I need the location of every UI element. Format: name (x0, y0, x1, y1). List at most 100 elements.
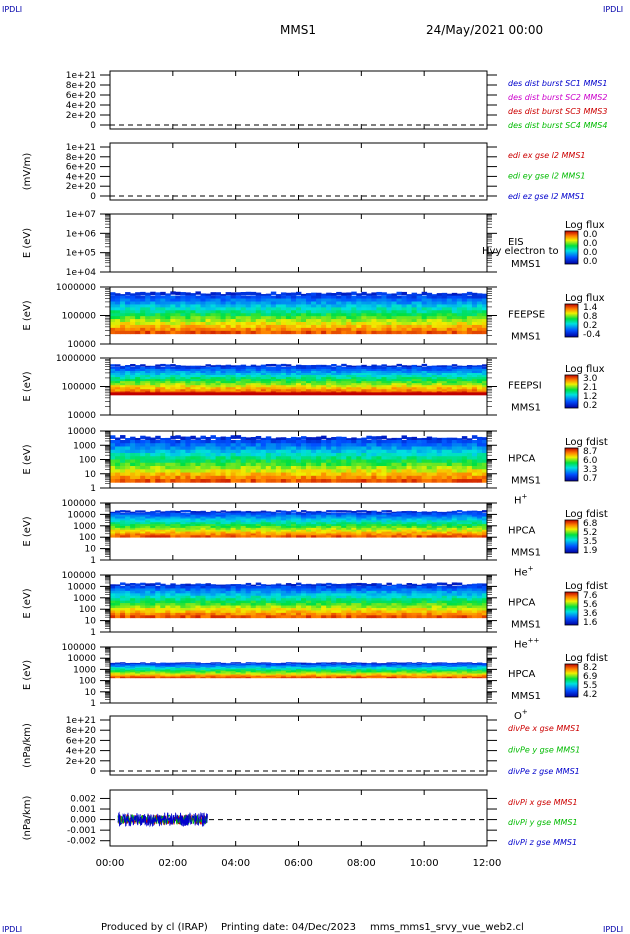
spectrogram-cell-hpca_h (150, 469, 156, 473)
spectrogram-cell-hpca_h (255, 469, 262, 473)
spectrogram-cell-hpca_he (145, 527, 151, 531)
spectrogram-cell-hpca_h (195, 479, 201, 483)
spectrogram-cell-feepse (265, 319, 272, 323)
spectrogram-cell-hpca_he (290, 522, 297, 525)
spectrogram-cell-feepse (301, 324, 307, 329)
spectrogram-cell-feepsi (391, 377, 397, 380)
spectrogram-cell-hpca_he (110, 533, 116, 536)
spectrogram-cell-hpca_he (421, 520, 428, 523)
spectrogram-cell-hpca_he (376, 516, 382, 519)
spectrogram-cell-hpca_he (476, 535, 483, 538)
spectrogram-cell-feepse (275, 295, 282, 299)
spectrogram-cell-hpca_h (160, 475, 166, 480)
spectrogram-cell-hpca_he (361, 535, 367, 538)
spectrogram-cell-hpca_he (260, 525, 267, 529)
spectrogram-cell-hpca_he (341, 514, 347, 517)
spectrogram-cell-hpca_h (135, 472, 141, 477)
spectrogram-cell-feepsi (245, 383, 252, 386)
spectrogram-cell-feepse (346, 298, 352, 302)
spectrogram-cell-hpca_h (280, 462, 287, 467)
spectrogram-cell-feepse (401, 298, 407, 302)
spectrogram-cell-feepse (401, 322, 407, 326)
spectrogram-cell-hpca_h (451, 472, 458, 477)
spectrogram-cell-hpca_h (155, 469, 161, 473)
spectrogram-cell-hpca_he (361, 533, 367, 536)
spectrogram-cell-feepse (471, 295, 478, 299)
spectrogram-cell-hpca_he (155, 522, 161, 525)
spectrogram-cell-hpca_h (461, 466, 468, 470)
spectrogram-cell-hpca_h (115, 462, 121, 467)
spectrogram-cell-feepsi (406, 377, 412, 380)
spectrogram-cell-hpca_he (150, 527, 156, 531)
spectrogram-cell-feepsi (290, 389, 297, 392)
spectrogram-cell-hpca_he (451, 533, 458, 536)
spectrogram-cell-feepse (456, 322, 463, 326)
spectrogram-cell-hpca_h (426, 446, 433, 451)
spectrogram-cell-feepse (421, 316, 428, 320)
spectrogram-cell-feepsi (180, 368, 186, 372)
spectrogram-cell-hpca_he (235, 533, 242, 536)
spectrogram-cell-feepse (170, 330, 176, 335)
spectrogram-cell-hpca_h (456, 439, 463, 444)
spectrogram-cell-feepse (165, 324, 171, 329)
spectrogram-cell-hpca_h (255, 459, 262, 464)
spectrogram-cell-feepsi (160, 381, 166, 384)
spectrogram-cell-hpca_he (155, 520, 161, 523)
spectrogram-cell-hpca_h (331, 469, 337, 473)
spectrogram-cell-feepsi (250, 368, 257, 372)
spectrogram-cell-feepse (376, 327, 382, 332)
spectrogram-cell-feepse (311, 322, 317, 326)
spectrogram-cell-feepsi (346, 372, 352, 376)
spectrogram-cell-feepsi (406, 365, 412, 368)
spectrogram-cell-feepse (471, 298, 478, 302)
spectrogram-cell-feepsi (426, 377, 433, 380)
spectrogram-cell-hpca_he (381, 512, 387, 516)
spectrogram-cell-feepse (476, 307, 483, 311)
spectrogram-cell-feepsi (311, 381, 317, 384)
spectrogram-cell-hpca_h (451, 456, 458, 460)
spectrogram-cell-feepsi (180, 385, 186, 388)
spectrogram-cell-feepsi (150, 383, 156, 386)
spectrogram-cell-hpca_he (321, 514, 327, 517)
spectrogram-cell-hpca_he (280, 525, 287, 529)
spectrogram-cell-hpca_h (175, 456, 181, 460)
spectrogram-cell-feepse (306, 324, 312, 329)
spectrogram-cell-hpca_h (456, 456, 463, 460)
spectrogram-cell-hpca_hepp (125, 605, 131, 609)
spectrogram-cell-feepse (346, 319, 352, 323)
spectrogram-cell-hpca_h (160, 456, 166, 460)
spectrogram-cell-feepse (225, 324, 232, 329)
spectrogram-cell-feepse (130, 316, 136, 320)
spectrogram-cell-feepse (366, 324, 372, 329)
spectrogram-cell-feepsi (220, 389, 227, 392)
spectrogram-cell-feepse (265, 307, 272, 311)
spectrogram-cell-hpca_h (225, 479, 232, 483)
spectrogram-cell-hpca_h (426, 466, 433, 470)
spectrogram-cell-feepsi (431, 377, 438, 380)
spectrogram-cell-feepsi (376, 368, 382, 372)
spectrogram-cell-feepse (476, 301, 483, 305)
spectrogram-cell-hpca_h (135, 462, 141, 467)
spectrogram-cell-feepse (135, 310, 141, 314)
spectrogram-cell-hpca_h (461, 456, 468, 460)
spectrogram-cell-feepse (471, 292, 478, 297)
spectrogram-cell-hpca_h (255, 462, 262, 467)
spectrogram-cell-feepse (115, 324, 121, 329)
spectrogram-cell-hpca_he (185, 533, 191, 536)
spectrogram-cell-hpca_h (110, 462, 116, 467)
spectrogram-cell-hpca_h (326, 466, 332, 470)
spectrogram-cell-feepse (401, 304, 407, 308)
spectrogram-cell-feepse (260, 327, 267, 332)
spectrogram-cell-hpca_he (306, 533, 312, 536)
spectrogram-cell-hpca_he (396, 533, 402, 536)
spectrogram-cell-hpca_hepp (165, 590, 171, 594)
spectrogram-cell-hpca_h (426, 472, 433, 477)
spectrogram-cell-hpca_he (416, 533, 423, 536)
spectrogram-cell-hpca_hepp (125, 585, 131, 589)
spectrogram-cell-feepsi (356, 387, 362, 390)
spectrogram-cell-hpca_h (145, 462, 151, 467)
spectrogram-cell-feepse (115, 330, 121, 335)
spectrogram-cell-feepsi (190, 370, 196, 374)
spectrogram-cell-hpca_he (170, 518, 176, 521)
